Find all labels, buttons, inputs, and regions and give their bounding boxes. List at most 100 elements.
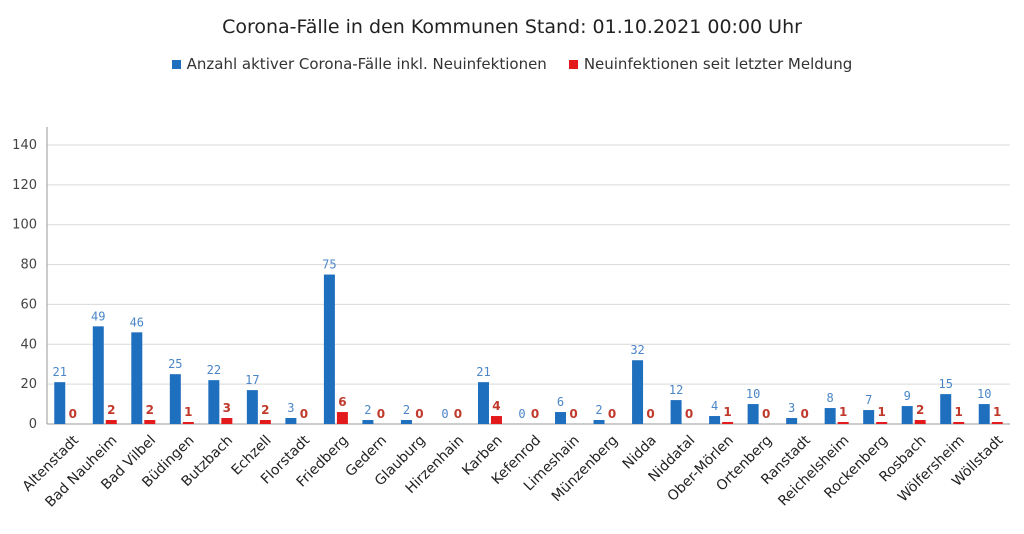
bar-active-1 <box>92 326 104 424</box>
data-label-new-22: 2 <box>916 403 924 417</box>
data-label-new-1: 2 <box>107 403 115 417</box>
bar-active-18 <box>747 404 759 424</box>
bar-active-23 <box>940 394 952 424</box>
bar-active-0 <box>54 382 66 424</box>
bar-new-5 <box>259 420 271 424</box>
data-label-active-3: 25 <box>168 357 182 371</box>
data-label-new-24: 1 <box>993 405 1001 419</box>
data-label-new-4: 3 <box>223 401 231 415</box>
bar-new-21 <box>876 422 888 424</box>
bar-active-21 <box>863 410 875 424</box>
data-label-new-5: 2 <box>261 403 269 417</box>
legend-label-active: Anzahl aktiver Corona-Fälle inkl. Neuinf… <box>186 55 547 73</box>
bar-new-17 <box>722 422 734 424</box>
data-label-new-11: 4 <box>492 399 500 413</box>
data-label-active-9: 2 <box>403 403 410 417</box>
data-label-active-17: 4 <box>711 399 718 413</box>
bar-new-22 <box>914 420 926 424</box>
bar-active-19 <box>786 418 798 424</box>
data-label-new-12: 0 <box>531 407 539 421</box>
bar-new-23 <box>953 422 965 424</box>
bar-active-4 <box>208 380 220 424</box>
data-label-active-4: 22 <box>207 363 221 377</box>
data-label-new-21: 1 <box>878 405 886 419</box>
data-label-active-13: 6 <box>557 395 564 409</box>
data-label-active-11: 21 <box>476 365 490 379</box>
data-label-new-19: 0 <box>800 407 808 421</box>
data-label-active-23: 15 <box>938 377 952 391</box>
bar-new-1 <box>105 420 117 424</box>
bar-active-7 <box>323 274 335 424</box>
bar-active-3 <box>169 374 181 424</box>
data-label-new-23: 1 <box>955 405 963 419</box>
y-tick-label-80: 80 <box>20 258 37 273</box>
y-tick-label-20: 20 <box>20 377 37 392</box>
y-tick-label-120: 120 <box>12 178 37 193</box>
data-label-active-10: 0 <box>441 407 448 421</box>
bar-new-20 <box>837 422 849 424</box>
bar-new-11 <box>490 416 502 424</box>
bar-active-20 <box>824 408 836 424</box>
bar-active-2 <box>131 332 143 424</box>
data-label-active-7: 75 <box>322 258 336 272</box>
data-label-active-8: 2 <box>364 403 371 417</box>
bar-active-15 <box>632 360 644 424</box>
bar-new-24 <box>991 422 1003 424</box>
bar-new-4 <box>221 418 233 424</box>
data-label-active-22: 9 <box>904 389 911 403</box>
data-label-new-16: 0 <box>685 407 693 421</box>
data-label-new-17: 1 <box>723 405 731 419</box>
data-label-new-7: 6 <box>338 395 346 409</box>
data-label-new-20: 1 <box>839 405 847 419</box>
data-label-new-8: 0 <box>377 407 385 421</box>
data-label-new-18: 0 <box>762 407 770 421</box>
data-label-active-15: 32 <box>630 343 644 357</box>
data-label-active-0: 21 <box>53 365 67 379</box>
bar-active-14 <box>593 420 605 424</box>
chart-title: Corona-Fälle in den Kommunen Stand: 01.1… <box>222 16 802 38</box>
data-label-new-13: 0 <box>569 407 577 421</box>
data-label-new-15: 0 <box>646 407 654 421</box>
bar-new-2 <box>144 420 156 424</box>
data-label-new-10: 0 <box>454 407 462 421</box>
legend-item-active: Anzahl aktiver Corona-Fälle inkl. Neuinf… <box>171 55 547 73</box>
data-label-active-5: 17 <box>245 373 259 387</box>
bar-active-17 <box>709 416 721 424</box>
bar-active-8 <box>362 420 374 424</box>
bar-active-22 <box>901 406 913 424</box>
bar-active-11 <box>477 382 489 424</box>
data-label-active-16: 12 <box>669 383 683 397</box>
data-label-new-0: 0 <box>69 407 77 421</box>
legend-swatch-active <box>171 59 181 69</box>
y-tick-label-0: 0 <box>29 417 37 432</box>
bar-active-24 <box>978 404 990 424</box>
y-tick-label-60: 60 <box>20 297 37 312</box>
data-label-active-20: 8 <box>827 391 834 405</box>
bar-active-13 <box>555 412 567 424</box>
data-label-new-14: 0 <box>608 407 616 421</box>
y-tick-label-100: 100 <box>12 218 37 233</box>
bar-active-6 <box>285 418 297 424</box>
data-label-new-3: 1 <box>184 405 192 419</box>
legend-label-new: Neuinfektionen seit letzter Meldung <box>583 55 853 73</box>
bar-active-5 <box>246 390 258 424</box>
data-label-active-21: 7 <box>865 393 872 407</box>
bar-new-3 <box>182 422 194 424</box>
data-label-active-24: 10 <box>977 387 991 401</box>
data-label-active-18: 10 <box>746 387 760 401</box>
data-label-new-6: 0 <box>300 407 308 421</box>
data-label-active-19: 3 <box>788 401 795 415</box>
legend-item-new: Neuinfektionen seit letzter Meldung <box>568 55 853 73</box>
data-label-active-2: 46 <box>130 315 144 329</box>
data-label-active-1: 49 <box>91 309 105 323</box>
data-label-active-6: 3 <box>287 401 294 415</box>
y-tick-label-40: 40 <box>20 337 37 352</box>
data-label-new-2: 2 <box>146 403 154 417</box>
data-label-new-9: 0 <box>415 407 423 421</box>
data-label-active-14: 2 <box>595 403 602 417</box>
bar-active-9 <box>400 420 412 424</box>
legend-swatch-new <box>568 59 578 69</box>
data-label-active-12: 0 <box>518 407 525 421</box>
y-tick-label-140: 140 <box>12 138 37 153</box>
